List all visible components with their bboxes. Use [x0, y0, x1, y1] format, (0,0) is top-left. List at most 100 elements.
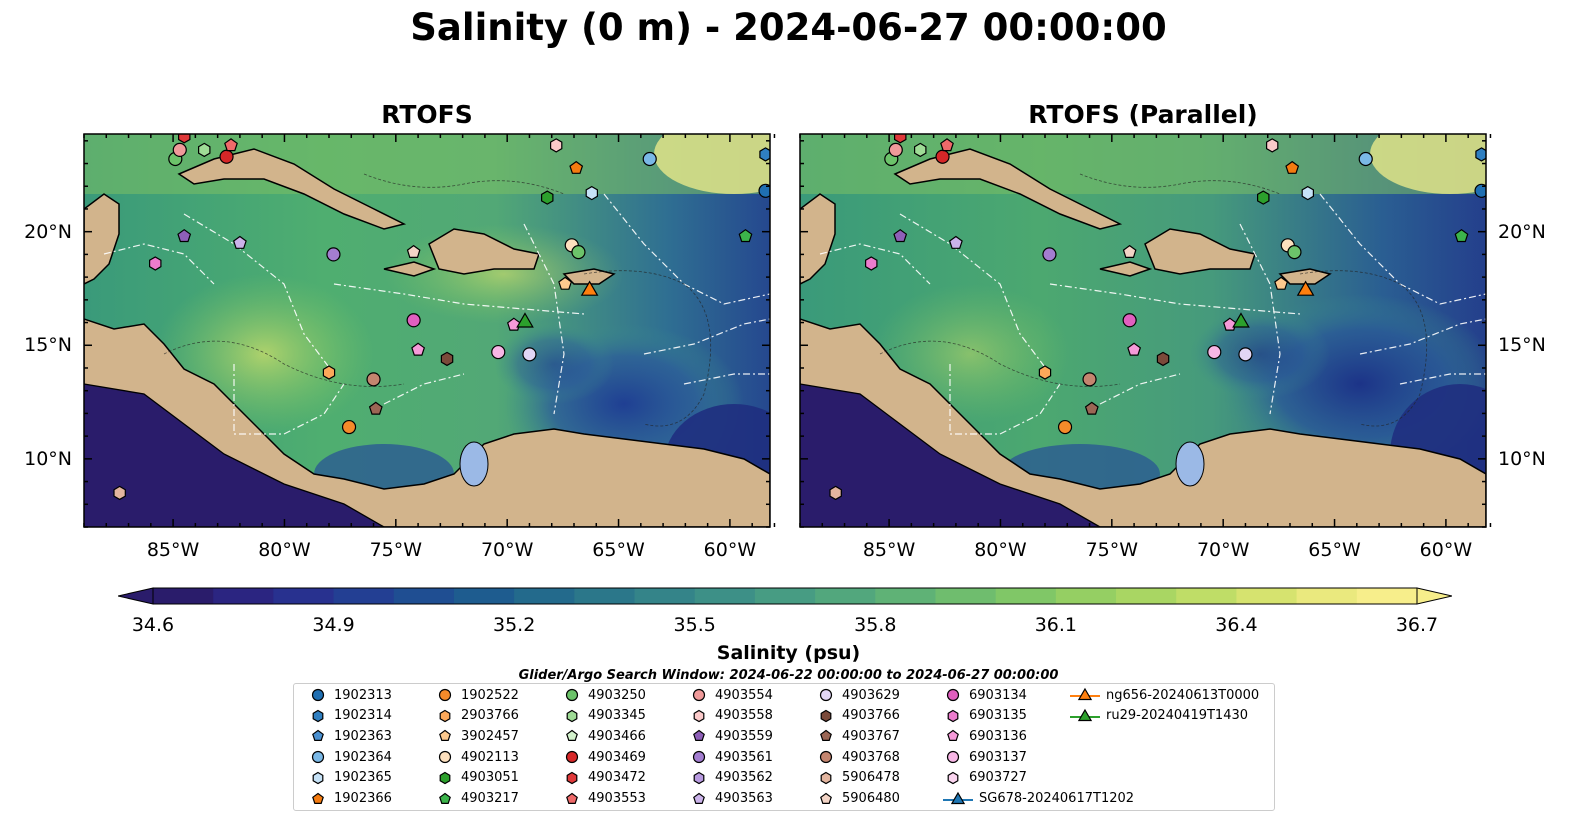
float-marker-1902365	[585, 185, 599, 201]
colorbar-segment	[1116, 588, 1177, 604]
hexagon-icon	[693, 709, 705, 722]
colorbar-segment	[935, 588, 997, 604]
legend-item: 1902522	[435, 685, 519, 705]
circle-icon	[692, 750, 706, 764]
legend-item: 6903137	[943, 747, 1027, 767]
float-marker-1902522	[341, 419, 357, 435]
float-marker-4903051	[541, 190, 554, 205]
float-marker-4903629	[1238, 347, 1253, 362]
colorbar-segment	[393, 588, 455, 604]
colorbar-tick-label: 35.5	[673, 614, 716, 636]
float-symbol-icon	[693, 771, 705, 784]
colorbar-segment	[1356, 588, 1418, 604]
legend-item: 4903469	[562, 747, 646, 767]
float-marker-4903217	[1454, 228, 1469, 243]
legend-item: 4903250	[562, 685, 646, 705]
legend-label: 1902522	[461, 687, 519, 703]
float-marker-1902365	[1301, 185, 1315, 201]
lon-label: 85°W	[862, 539, 916, 561]
hexagon-icon	[566, 771, 578, 784]
circle-icon	[438, 750, 452, 764]
float-symbol-icon	[311, 750, 325, 764]
float-marker-6903134	[406, 313, 421, 328]
legend-item: 4903345	[562, 706, 646, 726]
colorbar-tick-label: 34.6	[131, 614, 175, 636]
legend-item: 3902457	[435, 726, 519, 746]
colorbar-segment	[694, 588, 756, 604]
triangle-icon	[950, 791, 966, 804]
float-marker-6903136	[411, 342, 426, 356]
colorbar-segment	[1176, 588, 1238, 604]
float-marker-3902457	[558, 276, 573, 290]
float-marker-4903766	[440, 351, 454, 367]
legend-label: 4903345	[588, 708, 646, 724]
legend-item: 4903563	[689, 789, 773, 809]
pentagon-icon	[693, 792, 705, 804]
lon-label: 80°W	[974, 539, 1027, 561]
float-marker-4903051	[1257, 190, 1270, 205]
legend-label: 4903563	[715, 791, 773, 806]
triangle-icon	[1077, 708, 1093, 721]
lake-maracaibo	[459, 441, 489, 487]
hexagon-icon	[820, 771, 832, 784]
lon-label: 85°W	[146, 539, 200, 561]
float-marker-1902314	[1475, 147, 1486, 162]
legend-item: 6903727	[943, 768, 1027, 788]
legend-item: 4903559	[689, 726, 773, 746]
legend-label: 4903217	[461, 791, 519, 806]
float-symbol-icon	[312, 771, 324, 784]
colorbar-tick-label: 36.7	[1395, 614, 1439, 636]
colorbar-tick-label: 35.2	[492, 614, 536, 636]
lon-label: 75°W	[369, 539, 423, 561]
lon-label: 75°W	[1085, 539, 1139, 561]
float-marker-4903561	[326, 247, 341, 262]
float-symbol-icon	[819, 750, 833, 764]
float-marker-2903766	[1038, 365, 1052, 380]
depth-contours	[163, 173, 712, 427]
legend-item: 4903553	[562, 789, 646, 809]
legend-label: 4903766	[842, 708, 900, 724]
legend-label: 4903768	[842, 749, 900, 765]
colorbar	[118, 587, 1452, 605]
float-symbol-icon	[693, 709, 705, 722]
pentagon-icon	[820, 792, 832, 804]
legend-item: 4903558	[689, 706, 773, 726]
circle-icon	[946, 688, 960, 702]
hexagon-icon	[820, 709, 832, 722]
legend-label: 4902113	[461, 749, 519, 765]
float-marker-1902522	[1057, 419, 1073, 435]
float-marker-4903768	[1082, 372, 1097, 387]
colorbar-segment	[634, 588, 696, 604]
legend-label: 6903136	[969, 728, 1027, 744]
pentagon-icon	[439, 792, 451, 804]
circle-icon	[311, 688, 325, 702]
legend-item: 1902366	[308, 789, 392, 809]
pentagon-icon	[439, 730, 451, 742]
float-marker-4903559	[893, 228, 908, 243]
float-marker-4903553	[224, 138, 238, 152]
lat-label: 20°N	[24, 220, 72, 243]
legend-item: 1902365	[308, 768, 392, 788]
float-marker-5906480	[1122, 244, 1137, 259]
legend-item: 2903766	[435, 706, 519, 726]
float-marker-4903767	[1084, 401, 1099, 415]
legend-item: 1902314	[308, 706, 392, 726]
float-symbol-icon	[819, 688, 833, 702]
legend-label: 1902363	[334, 728, 392, 744]
float-symbol-icon	[693, 730, 705, 742]
hexagon-icon	[947, 771, 959, 784]
float-symbol-icon	[439, 771, 451, 784]
lon-label: 70°W	[1196, 539, 1250, 561]
legend-label: 4903562	[715, 770, 773, 786]
float-symbol-icon	[312, 792, 324, 804]
circle-icon	[946, 750, 960, 764]
colorbar-segment	[754, 588, 816, 604]
colorbar-segment	[1055, 588, 1117, 604]
glider-symbol-icon	[943, 791, 973, 804]
float-marker-1902313	[758, 183, 770, 198]
colorbar-segment	[514, 588, 575, 604]
legend-item: 4903466	[562, 726, 646, 746]
colorbar-segment	[574, 588, 636, 604]
legend-label: 4903559	[715, 728, 773, 744]
